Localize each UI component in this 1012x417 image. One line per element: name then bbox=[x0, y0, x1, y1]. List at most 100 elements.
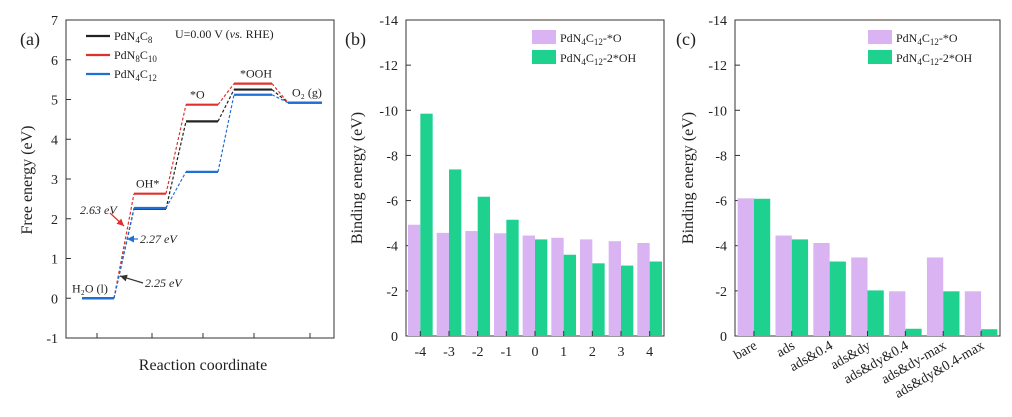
panel-a-connector bbox=[165, 104, 187, 194]
panel-b-y-axis-label: Binding energy (eV) bbox=[349, 112, 366, 244]
panel-a-callout: 2.27 eV bbox=[127, 232, 178, 246]
panel-b-y-tick-label: -10 bbox=[379, 104, 398, 119]
panel-a-connector bbox=[165, 121, 187, 209]
panel-b-bar-oh bbox=[449, 169, 462, 336]
panel-a-legend-label: PdN8C10 bbox=[114, 48, 157, 64]
panel-a-callout: 2.25 eV bbox=[119, 274, 183, 290]
panel-a-y-tick-label: 5 bbox=[51, 94, 58, 109]
panel-c-y-tick-label: -8 bbox=[715, 149, 727, 164]
panel-b-x-tick-label: 2 bbox=[589, 345, 596, 360]
panel-c-x-tick-label: bare bbox=[732, 338, 760, 363]
panel-b-x-tick-label: -2 bbox=[472, 345, 484, 360]
panel-c-y-tick-label: -2 bbox=[715, 285, 727, 300]
panel-a-connector bbox=[271, 83, 289, 104]
panel-b-y-tick-label: 0 bbox=[391, 330, 398, 345]
panel-b: (b) Binding energy (eV) 0 -2 -4 -6 -8 -10 -1 2 -… bbox=[345, 14, 665, 360]
panel-b-bar-oh bbox=[477, 196, 490, 336]
panel-b-x-tick-label: 1 bbox=[560, 345, 567, 360]
panel-c-bar-oh bbox=[867, 290, 884, 336]
panel-b-bar-oh bbox=[621, 265, 634, 336]
panel-c-y-ticks: 0 -2 -4 -6 -8 -10 -12 -14 bbox=[708, 14, 740, 345]
panel-b-y-tick-label: -4 bbox=[386, 240, 398, 255]
panel-b-bar-oh bbox=[563, 254, 576, 336]
panel-a-potential-annotation: U=0.00 V (vs. RHE) bbox=[175, 27, 274, 41]
panel-c-bar-oh bbox=[905, 328, 922, 336]
panel-a-step-label: O₂ (g) bbox=[292, 86, 322, 100]
panel-c-legend-swatch bbox=[868, 30, 892, 44]
panel-a-connector bbox=[217, 83, 235, 106]
panel-c-bar-oh bbox=[943, 291, 960, 336]
panel-b-bar-o bbox=[522, 235, 535, 336]
panel-b-y-tick-label: -2 bbox=[386, 285, 398, 300]
panel-b-x-tick-label: 0 bbox=[532, 345, 539, 360]
panel-c-x-ticks: bare adsads&0.4ads&dyads&dy&0.4ads&dy-max… bbox=[732, 331, 987, 402]
panel-a-connector bbox=[165, 171, 187, 209]
panel-a-y-tick-label: 6 bbox=[51, 54, 58, 69]
panel-a-label: (a) bbox=[20, 29, 40, 50]
panel-b-bar-o bbox=[608, 241, 621, 336]
panel-b-label: (b) bbox=[345, 29, 366, 50]
panel-c-y-tick-label: 0 bbox=[720, 330, 727, 345]
panel-c-bar-o bbox=[889, 291, 906, 336]
panel-b-y-tick-label: -14 bbox=[379, 14, 398, 29]
panel-a-x-axis-label: Reaction coordinate bbox=[139, 357, 267, 374]
panel-a-connector bbox=[271, 89, 289, 104]
panel-a-y-tick-label: 2 bbox=[51, 213, 58, 228]
panel-b-bar-oh bbox=[420, 113, 433, 337]
panel-c-legend: PdN4C12-*O PdN4C12-2*OH bbox=[868, 30, 973, 67]
panel-c-bar-o bbox=[851, 257, 868, 336]
panel-b-legend-label: PdN4C12-2*OH bbox=[560, 51, 637, 67]
panel-b-y-tick-label: -6 bbox=[386, 195, 398, 210]
panel-a-step-labels: H₂O (l) OH* *O *OOH O₂ (g) bbox=[72, 67, 322, 296]
panel-c-legend-label: PdN4C12-2*OH bbox=[896, 51, 973, 67]
panel-b-bar-o bbox=[580, 239, 593, 336]
panel-a-series-2 bbox=[82, 93, 322, 300]
panel-a-connector bbox=[217, 94, 235, 172]
panel-c-label: (c) bbox=[676, 29, 696, 50]
panel-b-bar-o bbox=[465, 231, 478, 336]
panel-a-series-0 bbox=[82, 88, 322, 300]
panel-b-bar-oh bbox=[535, 239, 548, 336]
panel-c-bars bbox=[737, 198, 998, 336]
panel-b-bar-o bbox=[408, 224, 421, 336]
panel-a-y-ticks: -1 0 1 2 3 4 5 6 7 bbox=[46, 14, 311, 347]
panel-a-legend-label: PdN4C8 bbox=[114, 29, 153, 45]
panel-b-x-tick-label: -4 bbox=[414, 345, 426, 360]
panel-a-callout-arrowhead bbox=[116, 218, 124, 226]
panel-c-bar-o bbox=[775, 235, 792, 336]
panel-c-y-tick-label: -6 bbox=[715, 195, 727, 210]
panel-a-series bbox=[82, 82, 322, 300]
panel-b-bar-o bbox=[551, 237, 564, 336]
panel-a-legend: PdN4C8 PdN8C10 PdN4C12 bbox=[86, 29, 157, 83]
panel-a-step-label: OH* bbox=[136, 177, 159, 191]
panel-a-series-1 bbox=[82, 82, 322, 300]
panel-a-step-label: *OOH bbox=[240, 67, 272, 81]
panel-c-y-tick-label: -12 bbox=[708, 59, 727, 74]
panel-c: (c) Binding energy (eV) 0 -2 -4 -6 -8 -10 -12 -… bbox=[676, 14, 1001, 402]
panel-b-x-tick-label: -1 bbox=[500, 345, 512, 360]
panel-c-x-tick-label: ads&0.4 bbox=[787, 338, 835, 375]
panel-b-bar-o bbox=[494, 233, 507, 336]
panel-a-connector bbox=[271, 94, 289, 104]
panel-a-callout-text: 2.27 eV bbox=[140, 232, 178, 246]
panel-a-y-tick-label: 3 bbox=[51, 173, 58, 188]
panel-b-legend-swatch bbox=[532, 50, 556, 64]
panel-a-y-tick-label: 4 bbox=[51, 133, 58, 148]
panel-a-callout: 2.63 eV bbox=[80, 203, 125, 227]
panel-a-y-tick-label: 0 bbox=[51, 292, 58, 307]
panel-a-connector bbox=[217, 89, 235, 122]
panel-b-bar-o bbox=[436, 232, 449, 336]
panel-c-bar-oh bbox=[753, 198, 771, 336]
panel-a-legend-label: PdN4C12 bbox=[114, 67, 157, 83]
panel-c-bar-o bbox=[737, 198, 754, 336]
panel-c-bar-oh bbox=[791, 239, 809, 336]
panel-b-bar-oh bbox=[592, 263, 605, 336]
panel-c-y-tick-label: -14 bbox=[708, 14, 727, 29]
panel-c-bar-o bbox=[926, 257, 944, 336]
panel-b-y-tick-label: -8 bbox=[386, 149, 398, 164]
panel-a: (a) Free energy (eV) Reaction coordinate… bbox=[19, 14, 335, 374]
panel-a-y-tick-label: 1 bbox=[51, 253, 58, 268]
panel-b-x-tick-label: 3 bbox=[618, 345, 625, 360]
panel-b-legend: PdN4C12-*O PdN4C12-2*OH bbox=[532, 30, 637, 67]
